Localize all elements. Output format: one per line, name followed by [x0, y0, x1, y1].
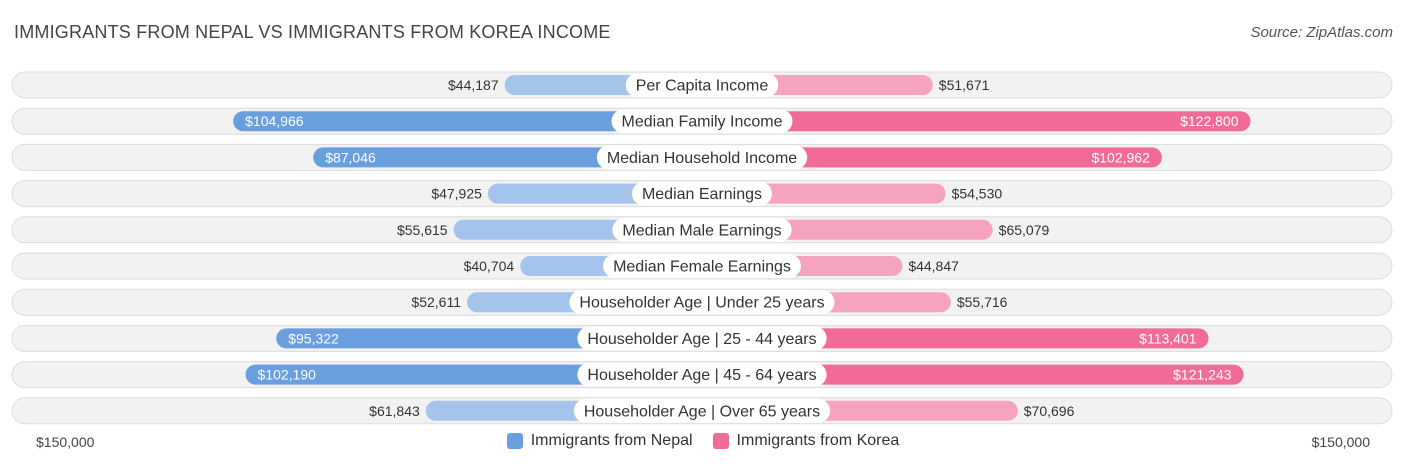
chart-title: IMMIGRANTS FROM NEPAL VS IMMIGRANTS FROM… [14, 22, 611, 42]
category-label: Median Earnings [642, 186, 762, 203]
legend-item-nepal[interactable]: Immigrants from Nepal [506, 432, 693, 450]
category-label-pill [577, 362, 827, 387]
category-label: Householder Age | Under 25 years [579, 295, 824, 312]
category-label-pill [612, 217, 792, 242]
value-label-nepal: $52,611 [411, 294, 461, 310]
legend: Immigrants from Nepal Immigrants from Ko… [0, 432, 1406, 450]
axis-left-max: $150,000 [36, 434, 95, 450]
value-label-nepal: $61,843 [369, 403, 420, 419]
axis-right-max: $150,000 [1311, 434, 1370, 450]
value-label-korea: $55,716 [957, 294, 1008, 310]
chart-row: $87,046 $102,962 Median Household Income [11, 143, 1393, 171]
legend-label-nepal: Immigrants from Nepal [530, 432, 693, 449]
category-label-pill [569, 290, 835, 315]
chart-row: $44,187 $51,671 Per Capita Income [11, 71, 1393, 99]
category-label-pill [631, 181, 773, 206]
chart-row: $102,190 $121,243 Householder Age | 45 - 6… [11, 361, 1393, 389]
value-label-nepal: $104,966 [245, 113, 304, 129]
chart-row: $61,843 $70,696 Householder Age | Over 65 … [11, 397, 1393, 425]
chart-row: $55,615 $65,079 Median Male Earnings [11, 216, 1393, 244]
category-label: Median Family Income [622, 114, 783, 131]
bar-korea[interactable] [702, 328, 1209, 349]
value-label-korea: $113,401 [1139, 330, 1197, 346]
category-label-pill [596, 145, 808, 170]
category-label: Median Male Earnings [622, 222, 781, 239]
chart-row: $40,704 $44,847 Median Female Earnings [11, 252, 1393, 280]
category-label-pill [611, 109, 793, 134]
value-label-nepal: $47,925 [431, 186, 482, 202]
value-label-korea: $121,243 [1173, 367, 1232, 383]
value-label-korea: $51,671 [939, 77, 990, 93]
value-label-nepal: $55,615 [397, 222, 448, 238]
source-credit: Source: ZipAtlas.com [1250, 24, 1393, 41]
bar-korea[interactable] [702, 364, 1244, 385]
value-label-korea: $54,530 [952, 186, 1003, 202]
value-label-korea: $65,079 [999, 222, 1050, 238]
bar-nepal[interactable] [233, 111, 703, 132]
legend-label-korea: Immigrants from Korea [736, 432, 900, 449]
value-label-nepal: $87,046 [325, 149, 376, 165]
category-label: Householder Age | 25 - 44 years [587, 331, 816, 348]
category-label: Median Female Earnings [613, 259, 791, 276]
legend-item-korea[interactable]: Immigrants from Korea [712, 432, 900, 450]
value-label-nepal: $40,704 [464, 258, 515, 274]
category-label: Householder Age | Over 65 years [584, 403, 820, 420]
category-label-pill [573, 398, 831, 423]
category-label: Householder Age | 45 - 64 years [587, 367, 816, 384]
value-label-korea: $102,962 [1091, 149, 1150, 165]
category-label-pill [577, 326, 827, 351]
bar-korea[interactable] [702, 147, 1162, 168]
category-label: Median Household Income [607, 150, 797, 167]
value-label-korea: $122,800 [1180, 113, 1239, 129]
bar-korea[interactable] [702, 111, 1251, 132]
value-label-nepal: $44,187 [448, 77, 499, 93]
chart-row: $52,611 $55,716 Householder Age | Under 25… [11, 288, 1393, 316]
chart-row: $104,966 $122,800 Median Family Income [11, 107, 1393, 135]
chart-row: $47,925 $54,530 Median Earnings [11, 180, 1393, 208]
value-label-korea: $70,696 [1024, 403, 1075, 419]
legend-swatch-korea [712, 433, 729, 449]
chart-row: $95,322 $113,401 Householder Age | 25 - 44… [11, 324, 1393, 352]
value-label-nepal: $95,322 [288, 330, 339, 346]
category-label: Per Capita Income [636, 78, 769, 95]
value-label-nepal: $102,190 [258, 367, 317, 383]
category-label-pill [625, 73, 779, 97]
value-label-korea: $44,847 [908, 258, 959, 274]
category-label-pill [603, 254, 801, 278]
legend-swatch-nepal [506, 433, 523, 449]
